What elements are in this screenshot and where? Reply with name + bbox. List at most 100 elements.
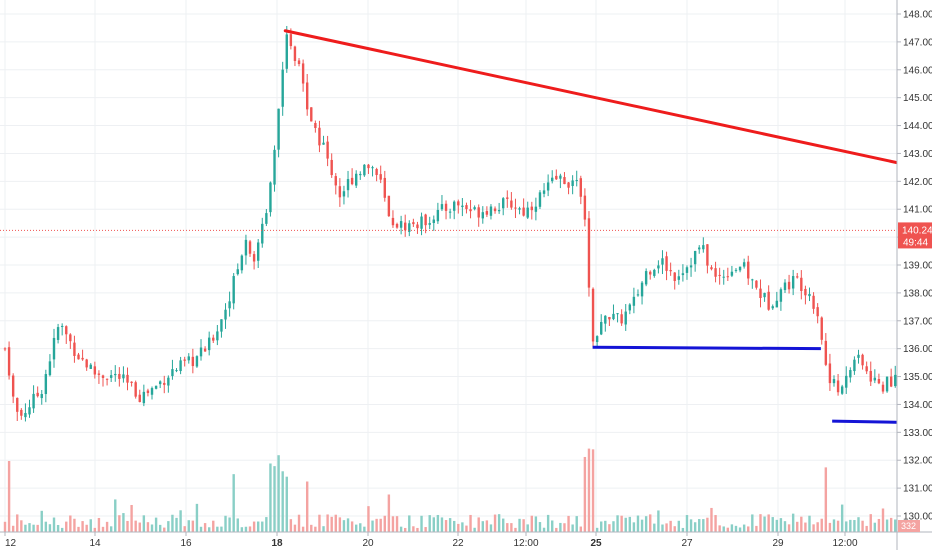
volume-bar (330, 516, 333, 532)
x-tick-label: 12 (5, 538, 17, 549)
candle-body (832, 379, 836, 384)
volume-bar (861, 520, 864, 532)
price-axis[interactable] (897, 0, 932, 550)
candle-body (763, 292, 766, 298)
volume-bar (281, 471, 284, 532)
candle-body (408, 223, 411, 232)
candle-body (146, 390, 150, 394)
volume-bar (179, 510, 182, 532)
volume-bar (579, 526, 583, 532)
candle-body (502, 198, 505, 209)
candle-body (861, 354, 864, 366)
candle-body (138, 394, 141, 403)
candle-body (118, 373, 121, 379)
volume-bar (191, 520, 195, 532)
candle-body (738, 266, 742, 271)
candle-body (657, 265, 660, 269)
candle-body (416, 224, 419, 229)
candle-body (32, 393, 35, 409)
volume-bar (877, 518, 881, 532)
candle-body (346, 179, 350, 191)
volume-bar (563, 523, 566, 532)
candle-body (293, 46, 297, 61)
volume-bar (109, 526, 113, 532)
time-axis[interactable] (0, 532, 897, 550)
candle-body (628, 304, 632, 311)
volume-bar (722, 526, 725, 532)
candle-body (518, 208, 521, 210)
candle-body (69, 334, 72, 342)
volume-bar (28, 523, 31, 532)
candle-body (698, 247, 701, 250)
candle-body (420, 216, 423, 229)
candle-body (506, 197, 509, 199)
candle-body (665, 256, 668, 271)
volume-bar (767, 514, 770, 532)
candle-body (105, 378, 109, 380)
volume-bar (154, 517, 158, 532)
volume-bar (436, 514, 440, 532)
candle-body (65, 326, 68, 335)
volume-bar (81, 521, 84, 532)
candle-body (796, 276, 799, 278)
support-line[interactable] (592, 345, 821, 351)
y-tick-label: 146.00 (903, 65, 932, 76)
volume-bar (138, 522, 141, 532)
countdown-label: 49:44 (903, 237, 928, 248)
candle-body (497, 210, 501, 212)
volume-bar (342, 520, 346, 532)
volume-bar (20, 520, 23, 532)
candle-body (583, 195, 587, 220)
volume-bar (36, 524, 39, 532)
volume-bar (673, 526, 676, 532)
candle-body (305, 82, 309, 110)
volume-bar (881, 508, 885, 532)
candle-body (52, 337, 56, 360)
resistance-trendline[interactable] (283, 29, 932, 212)
volume-bar (265, 517, 268, 532)
volume-bar (3, 521, 7, 532)
candle-body (742, 262, 746, 267)
candle-body (60, 325, 64, 327)
candle-body (779, 289, 783, 302)
candle-body (44, 374, 48, 395)
candle-body (48, 361, 52, 376)
volume-bar (289, 519, 293, 532)
candle-body (236, 269, 239, 275)
volume-bar (514, 527, 517, 532)
candle-body (489, 206, 493, 216)
candle-body (273, 149, 276, 185)
volume-bar (297, 514, 301, 532)
candle-body (20, 409, 23, 416)
volume-bar (142, 515, 146, 532)
candle-body (350, 177, 354, 185)
candle-body (171, 369, 174, 377)
candle-body (256, 242, 260, 261)
candle-body (322, 142, 325, 145)
x-tick-label: 27 (681, 538, 693, 549)
volume-bar (163, 527, 166, 532)
volume-bar (808, 515, 811, 532)
volume-bar (538, 522, 542, 532)
candle-body (693, 250, 697, 265)
candle-body (436, 209, 440, 222)
candle-body (526, 207, 529, 218)
x-tick-label: 16 (180, 538, 192, 549)
volume-bar (551, 520, 554, 532)
candle-body (93, 366, 97, 375)
volume-bar (481, 521, 484, 532)
volume-bar (534, 516, 538, 532)
y-tick-label: 137.00 (903, 316, 932, 327)
volume-bar (228, 517, 231, 532)
candle-body (759, 288, 762, 298)
candle-body (624, 311, 627, 325)
candle-body (894, 374, 897, 387)
candle-body (163, 382, 166, 385)
volume-bar (787, 524, 791, 532)
volume-bar (391, 516, 395, 532)
volume-bar (824, 467, 828, 532)
volume-bar (600, 521, 603, 532)
candle-body (28, 407, 31, 415)
